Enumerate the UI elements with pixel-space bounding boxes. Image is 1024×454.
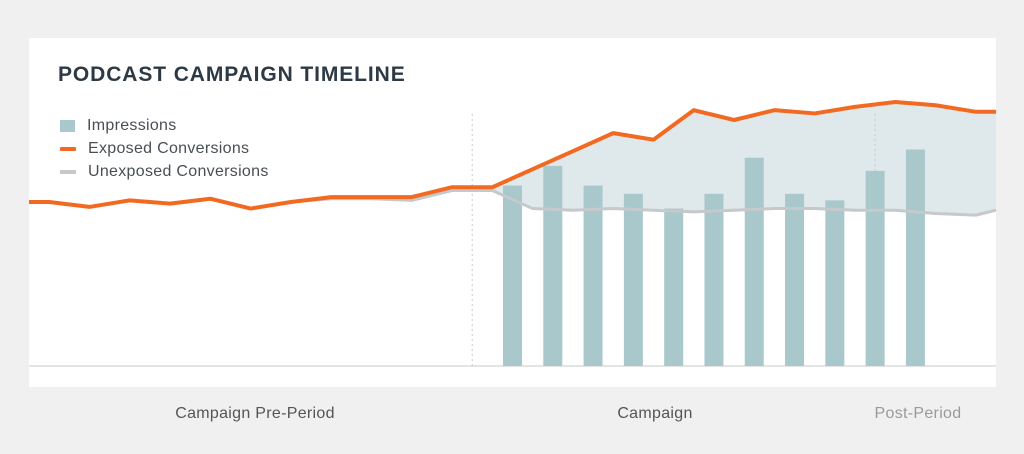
impressions-bar bbox=[583, 185, 603, 366]
legend-swatch bbox=[60, 146, 76, 151]
impressions-bar bbox=[785, 193, 805, 366]
legend: Impressions Exposed Conversions Unexposed … bbox=[60, 114, 269, 183]
impressions-bar bbox=[543, 165, 563, 366]
legend-item: Unexposed Conversions bbox=[60, 160, 269, 183]
impressions-bar bbox=[623, 193, 643, 366]
legend-item: Impressions bbox=[60, 114, 269, 137]
legend-label: Exposed Conversions bbox=[88, 139, 250, 157]
legend-item: Exposed Conversions bbox=[60, 137, 269, 160]
legend-label: Impressions bbox=[87, 116, 177, 134]
impressions-bar bbox=[503, 185, 522, 366]
impressions-bar bbox=[704, 193, 724, 366]
legend-swatch bbox=[60, 169, 76, 174]
period-label-campaign: Campaign bbox=[617, 405, 693, 422]
period-label-pre: Campaign Pre-Period bbox=[175, 405, 335, 422]
impressions-bar bbox=[905, 149, 925, 366]
exposed-conversions-line bbox=[29, 99, 996, 211]
impressions-bar bbox=[825, 200, 845, 366]
impressions-bar bbox=[664, 208, 684, 366]
period-label-post: Post-Period bbox=[874, 405, 962, 422]
legend-swatch bbox=[60, 119, 75, 132]
chart-title: PODCAST CAMPAIGN TIMELINE bbox=[58, 63, 406, 86]
impressions-bar bbox=[865, 170, 885, 366]
legend-label: Unexposed Conversions bbox=[88, 162, 269, 180]
impressions-bar bbox=[744, 157, 764, 366]
